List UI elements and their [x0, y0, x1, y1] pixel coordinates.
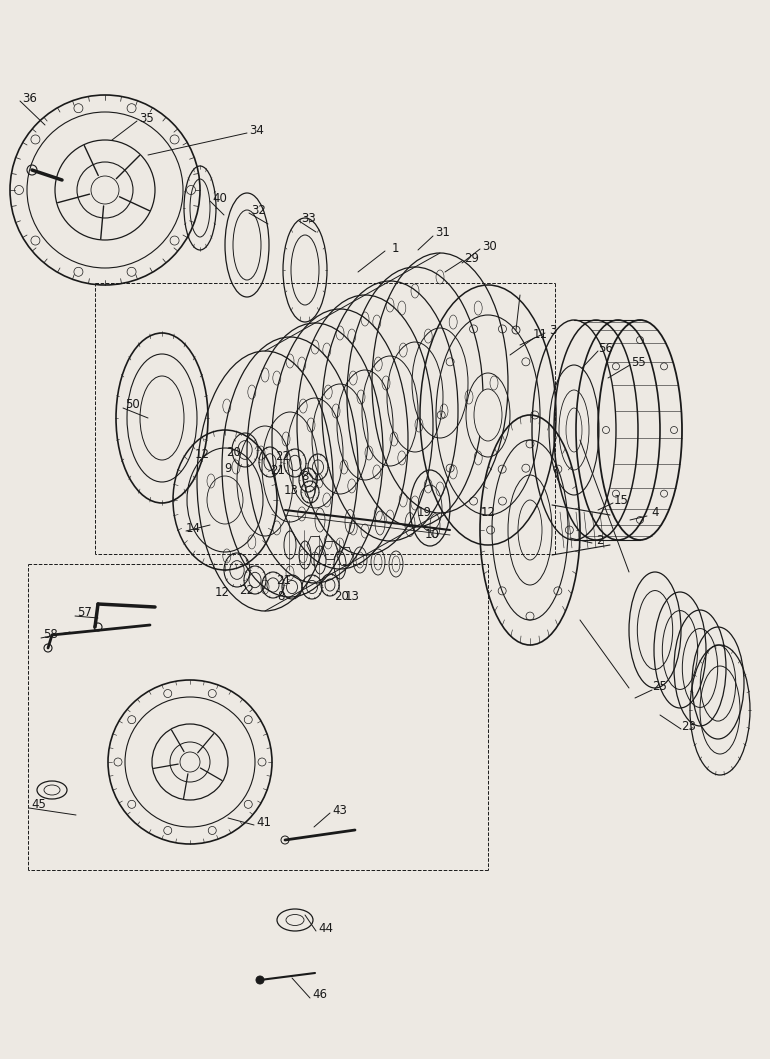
Text: 12: 12 — [215, 587, 229, 599]
Text: 44: 44 — [319, 921, 333, 934]
Text: 30: 30 — [483, 239, 497, 252]
Text: 25: 25 — [652, 681, 668, 694]
Text: 2: 2 — [596, 534, 604, 546]
Ellipse shape — [474, 389, 502, 441]
Text: 12: 12 — [480, 506, 496, 520]
Text: 32: 32 — [252, 203, 266, 216]
Text: 34: 34 — [249, 124, 264, 137]
Text: 45: 45 — [32, 798, 46, 811]
Text: 29: 29 — [464, 251, 480, 265]
Text: 21: 21 — [270, 465, 286, 478]
Text: 8: 8 — [277, 590, 285, 603]
Text: 20: 20 — [226, 447, 242, 460]
Text: 21: 21 — [276, 574, 292, 587]
Text: 56: 56 — [598, 341, 614, 355]
Text: 19: 19 — [417, 506, 431, 520]
Text: 31: 31 — [436, 227, 450, 239]
Text: 8: 8 — [301, 469, 309, 483]
Text: 55: 55 — [631, 356, 645, 369]
Text: 40: 40 — [213, 192, 227, 204]
Text: 11: 11 — [533, 328, 547, 341]
Text: 12: 12 — [195, 449, 209, 462]
Text: 23: 23 — [681, 719, 696, 733]
Circle shape — [256, 976, 264, 984]
Text: 33: 33 — [302, 212, 316, 225]
Text: 50: 50 — [126, 398, 140, 412]
Text: 41: 41 — [256, 815, 272, 828]
Text: 35: 35 — [139, 111, 154, 125]
Text: 4: 4 — [651, 506, 659, 520]
Text: 22: 22 — [239, 584, 255, 596]
Text: 1: 1 — [391, 241, 399, 254]
Text: 10: 10 — [424, 528, 440, 541]
Text: 43: 43 — [333, 804, 347, 816]
Text: 36: 36 — [22, 91, 38, 105]
Text: 22: 22 — [276, 450, 290, 464]
Text: 58: 58 — [44, 628, 59, 642]
Text: 9: 9 — [224, 463, 232, 475]
Text: 3: 3 — [549, 323, 557, 337]
Text: 14: 14 — [186, 521, 200, 535]
Text: 57: 57 — [78, 607, 92, 620]
Text: 13: 13 — [344, 590, 360, 603]
Text: 46: 46 — [313, 988, 327, 1002]
Text: 13: 13 — [283, 484, 299, 497]
Text: 15: 15 — [614, 493, 628, 506]
Text: 20: 20 — [334, 590, 350, 603]
